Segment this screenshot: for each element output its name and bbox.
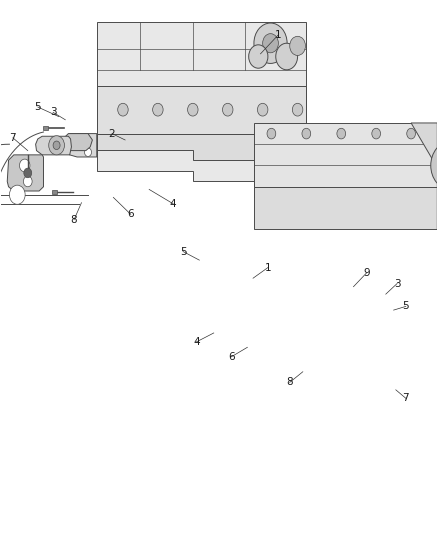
Text: 1: 1 (275, 30, 281, 41)
Polygon shape (64, 134, 92, 151)
Text: 5: 5 (35, 102, 41, 112)
Circle shape (407, 128, 416, 139)
Polygon shape (64, 134, 97, 157)
Polygon shape (43, 126, 48, 131)
Circle shape (85, 148, 92, 157)
Text: 7: 7 (403, 393, 409, 403)
Polygon shape (254, 123, 437, 208)
Circle shape (24, 168, 32, 177)
Polygon shape (97, 22, 306, 197)
Circle shape (187, 103, 198, 116)
Circle shape (23, 176, 32, 187)
Circle shape (258, 103, 268, 116)
Circle shape (118, 103, 128, 116)
Circle shape (337, 128, 346, 139)
Text: 8: 8 (286, 377, 293, 387)
Polygon shape (411, 123, 438, 232)
Circle shape (290, 36, 305, 55)
Polygon shape (7, 155, 43, 191)
Circle shape (276, 43, 297, 70)
Text: 9: 9 (363, 268, 370, 278)
Polygon shape (254, 187, 437, 229)
Circle shape (19, 159, 30, 172)
Circle shape (249, 45, 268, 68)
Circle shape (302, 128, 311, 139)
Circle shape (53, 141, 60, 150)
Circle shape (267, 128, 276, 139)
Text: 4: 4 (193, 337, 200, 347)
Polygon shape (97, 86, 306, 144)
Text: 7: 7 (10, 133, 16, 143)
Text: 6: 6 (127, 209, 134, 220)
Polygon shape (97, 134, 306, 171)
Polygon shape (52, 190, 57, 194)
Text: 5: 5 (403, 301, 409, 311)
Text: 4: 4 (170, 199, 177, 209)
Circle shape (431, 142, 438, 189)
Circle shape (223, 103, 233, 116)
Circle shape (372, 128, 381, 139)
Circle shape (254, 23, 287, 63)
Text: 6: 6 (228, 352, 234, 362)
Circle shape (292, 103, 303, 116)
Text: 5: 5 (180, 247, 187, 256)
Polygon shape (35, 136, 71, 155)
Text: 1: 1 (265, 263, 271, 272)
Text: 3: 3 (50, 107, 57, 117)
Circle shape (49, 136, 64, 155)
Text: 3: 3 (394, 279, 400, 288)
Circle shape (263, 34, 279, 53)
Text: 8: 8 (71, 215, 78, 225)
Circle shape (152, 103, 163, 116)
Text: 2: 2 (109, 128, 115, 139)
Circle shape (10, 185, 25, 204)
Circle shape (77, 140, 86, 151)
